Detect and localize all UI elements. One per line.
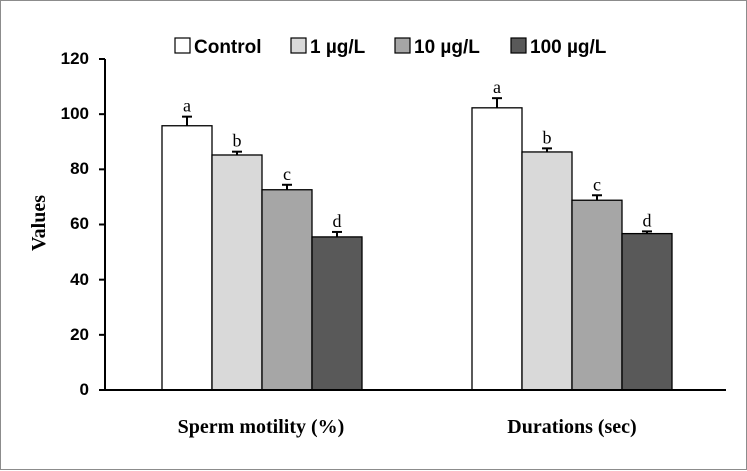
- y-tick-label: 120: [61, 49, 89, 68]
- error-bar: [592, 194, 602, 201]
- significance-letter: c: [593, 174, 601, 194]
- bar: [261, 189, 313, 391]
- significance-letter: a: [493, 77, 501, 97]
- significance-letter: d: [333, 211, 342, 231]
- bar: [571, 199, 623, 391]
- legend-label-10ug: 10 µg/L: [414, 37, 480, 58]
- error-bar: [542, 147, 552, 152]
- significance-letter: b: [233, 131, 242, 151]
- legend-swatch-control: [174, 37, 191, 54]
- legend-label-100ug: 100 µg/L: [530, 37, 607, 58]
- error-bar: [282, 183, 292, 190]
- y-tick-labels: 0 20 40 60 80 100 120: [61, 49, 89, 399]
- y-tick-label: 100: [61, 104, 89, 123]
- bar: [211, 154, 263, 391]
- error-bar: [642, 230, 652, 234]
- legend-swatch-1ug: [290, 37, 307, 54]
- legend-label-control: Control: [194, 37, 262, 58]
- significance-letter: c: [283, 164, 291, 184]
- y-tick-label: 80: [70, 159, 89, 178]
- error-bar: [182, 115, 192, 126]
- legend: Control 1 µg/L 10 µg/L 100 µg/L: [174, 37, 607, 58]
- error-bar: [492, 97, 502, 108]
- y-tick-label: 20: [70, 325, 89, 344]
- y-tick-label: 0: [80, 380, 89, 399]
- error-bar: [332, 230, 342, 237]
- significance-letter: d: [643, 210, 652, 230]
- bar: [471, 107, 523, 391]
- bar: [621, 232, 673, 391]
- error-bar: [232, 150, 242, 155]
- legend-swatch-100ug: [510, 37, 527, 54]
- bar: [521, 151, 573, 391]
- y-axis-ticks: [99, 58, 105, 391]
- bars-layer: a b c d a b c d: [161, 77, 673, 391]
- y-tick-label: 40: [70, 270, 89, 289]
- y-axis-title: Values: [28, 195, 50, 251]
- legend-swatch-10ug: [394, 37, 411, 54]
- bar: [311, 236, 363, 391]
- category-label-durations: Durations (sec): [507, 416, 636, 438]
- category-label-sperm-motility: Sperm motility (%): [178, 416, 345, 438]
- significance-letter: b: [543, 127, 552, 147]
- y-tick-label: 60: [70, 214, 89, 233]
- significance-letter: a: [183, 96, 191, 116]
- bar: [161, 125, 213, 391]
- legend-label-1ug: 1 µg/L: [310, 37, 366, 58]
